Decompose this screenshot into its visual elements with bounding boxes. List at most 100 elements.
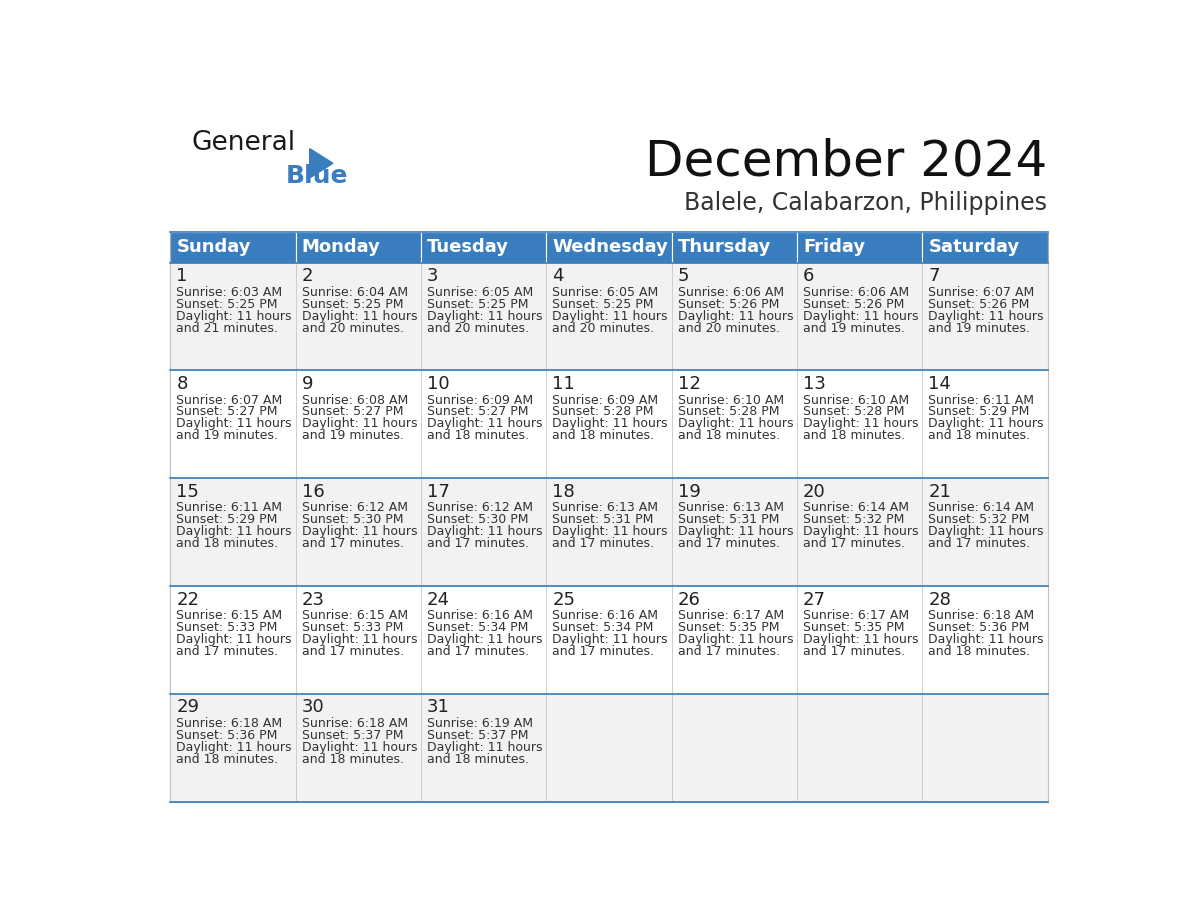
- Bar: [296, 694, 421, 801]
- Text: Sunset: 5:25 PM: Sunset: 5:25 PM: [426, 297, 529, 310]
- Text: and 18 minutes.: and 18 minutes.: [552, 430, 655, 442]
- Text: and 17 minutes.: and 17 minutes.: [803, 645, 905, 658]
- Text: Sunset: 5:28 PM: Sunset: 5:28 PM: [552, 406, 653, 419]
- Text: Saturday: Saturday: [928, 238, 1019, 256]
- Text: 13: 13: [803, 375, 826, 393]
- Text: 12: 12: [677, 375, 701, 393]
- Bar: [296, 586, 421, 694]
- Text: Sunrise: 6:09 AM: Sunrise: 6:09 AM: [552, 394, 658, 407]
- Text: Sunset: 5:32 PM: Sunset: 5:32 PM: [803, 513, 904, 526]
- Text: 2: 2: [302, 267, 314, 285]
- Text: Wednesday: Wednesday: [552, 238, 669, 256]
- Text: Daylight: 11 hours: Daylight: 11 hours: [552, 525, 668, 538]
- Text: 14: 14: [928, 375, 952, 393]
- Bar: [797, 232, 922, 263]
- Text: Sunset: 5:29 PM: Sunset: 5:29 PM: [176, 513, 278, 526]
- Text: Sunrise: 6:16 AM: Sunrise: 6:16 AM: [552, 610, 658, 622]
- Text: Sunrise: 6:18 AM: Sunrise: 6:18 AM: [928, 610, 1035, 622]
- Text: and 19 minutes.: and 19 minutes.: [803, 321, 905, 334]
- Text: Sunset: 5:28 PM: Sunset: 5:28 PM: [677, 406, 779, 419]
- Text: Daylight: 11 hours: Daylight: 11 hours: [176, 309, 292, 322]
- Text: Sunset: 5:37 PM: Sunset: 5:37 PM: [426, 729, 529, 742]
- Bar: [671, 586, 797, 694]
- Text: Sunset: 5:31 PM: Sunset: 5:31 PM: [552, 513, 653, 526]
- Text: 22: 22: [176, 590, 200, 609]
- Text: Sunset: 5:37 PM: Sunset: 5:37 PM: [302, 729, 403, 742]
- Text: Sunrise: 6:13 AM: Sunrise: 6:13 AM: [677, 501, 784, 514]
- Text: 6: 6: [803, 267, 815, 285]
- Text: Daylight: 11 hours: Daylight: 11 hours: [426, 741, 543, 754]
- Text: 26: 26: [677, 590, 701, 609]
- Text: 8: 8: [176, 375, 188, 393]
- Text: Sunset: 5:27 PM: Sunset: 5:27 PM: [302, 406, 403, 419]
- Bar: [170, 694, 296, 801]
- Text: Friday: Friday: [803, 238, 865, 256]
- Text: and 18 minutes.: and 18 minutes.: [803, 430, 905, 442]
- Text: 18: 18: [552, 483, 575, 501]
- Text: Daylight: 11 hours: Daylight: 11 hours: [928, 418, 1044, 431]
- Text: and 18 minutes.: and 18 minutes.: [426, 753, 529, 766]
- Text: 3: 3: [426, 267, 438, 285]
- Bar: [421, 232, 546, 263]
- Bar: [170, 478, 296, 586]
- Bar: [546, 694, 671, 801]
- Text: Daylight: 11 hours: Daylight: 11 hours: [176, 741, 292, 754]
- Bar: [797, 694, 922, 801]
- Text: and 17 minutes.: and 17 minutes.: [176, 645, 278, 658]
- Text: 28: 28: [928, 590, 952, 609]
- Text: Daylight: 11 hours: Daylight: 11 hours: [176, 418, 292, 431]
- Text: Sunset: 5:29 PM: Sunset: 5:29 PM: [928, 406, 1030, 419]
- Text: 9: 9: [302, 375, 314, 393]
- Text: Daylight: 11 hours: Daylight: 11 hours: [302, 741, 417, 754]
- Bar: [296, 371, 421, 478]
- Text: and 20 minutes.: and 20 minutes.: [552, 321, 655, 334]
- Bar: [546, 478, 671, 586]
- Text: and 20 minutes.: and 20 minutes.: [426, 321, 529, 334]
- Text: and 19 minutes.: and 19 minutes.: [928, 321, 1030, 334]
- Text: and 20 minutes.: and 20 minutes.: [677, 321, 779, 334]
- Text: Sunset: 5:27 PM: Sunset: 5:27 PM: [426, 406, 529, 419]
- Text: Sunset: 5:31 PM: Sunset: 5:31 PM: [677, 513, 779, 526]
- Text: and 21 minutes.: and 21 minutes.: [176, 321, 278, 334]
- Bar: [421, 694, 546, 801]
- Text: Sunrise: 6:06 AM: Sunrise: 6:06 AM: [677, 285, 784, 298]
- Text: Daylight: 11 hours: Daylight: 11 hours: [928, 633, 1044, 646]
- Text: 5: 5: [677, 267, 689, 285]
- Text: Balele, Calabarzon, Philippines: Balele, Calabarzon, Philippines: [684, 191, 1048, 215]
- Bar: [421, 586, 546, 694]
- Text: Daylight: 11 hours: Daylight: 11 hours: [677, 525, 794, 538]
- Text: and 17 minutes.: and 17 minutes.: [928, 537, 1030, 550]
- Text: and 17 minutes.: and 17 minutes.: [302, 645, 404, 658]
- Bar: [671, 694, 797, 801]
- Text: and 18 minutes.: and 18 minutes.: [426, 430, 529, 442]
- Text: Sunrise: 6:17 AM: Sunrise: 6:17 AM: [677, 610, 784, 622]
- Text: 25: 25: [552, 590, 575, 609]
- Text: Daylight: 11 hours: Daylight: 11 hours: [426, 309, 543, 322]
- Text: Thursday: Thursday: [677, 238, 771, 256]
- Text: and 18 minutes.: and 18 minutes.: [677, 430, 779, 442]
- Text: Daylight: 11 hours: Daylight: 11 hours: [426, 418, 543, 431]
- Text: Sunrise: 6:07 AM: Sunrise: 6:07 AM: [928, 285, 1035, 298]
- Text: Daylight: 11 hours: Daylight: 11 hours: [677, 418, 794, 431]
- Text: 31: 31: [426, 699, 450, 716]
- Text: Sunrise: 6:15 AM: Sunrise: 6:15 AM: [176, 610, 283, 622]
- Text: Daylight: 11 hours: Daylight: 11 hours: [552, 309, 668, 322]
- Bar: [797, 586, 922, 694]
- Bar: [421, 263, 546, 371]
- Text: Sunrise: 6:08 AM: Sunrise: 6:08 AM: [302, 394, 407, 407]
- Text: 27: 27: [803, 590, 826, 609]
- Bar: [922, 371, 1048, 478]
- Text: and 18 minutes.: and 18 minutes.: [302, 753, 404, 766]
- Text: Sunset: 5:26 PM: Sunset: 5:26 PM: [803, 297, 904, 310]
- Bar: [296, 263, 421, 371]
- Text: Sunset: 5:33 PM: Sunset: 5:33 PM: [176, 621, 278, 634]
- Text: and 19 minutes.: and 19 minutes.: [176, 430, 278, 442]
- Text: Sunset: 5:28 PM: Sunset: 5:28 PM: [803, 406, 904, 419]
- Text: Daylight: 11 hours: Daylight: 11 hours: [302, 633, 417, 646]
- Text: Daylight: 11 hours: Daylight: 11 hours: [928, 525, 1044, 538]
- Text: Daylight: 11 hours: Daylight: 11 hours: [677, 309, 794, 322]
- Text: Sunrise: 6:03 AM: Sunrise: 6:03 AM: [176, 285, 283, 298]
- Bar: [922, 586, 1048, 694]
- Text: Sunrise: 6:12 AM: Sunrise: 6:12 AM: [302, 501, 407, 514]
- Text: December 2024: December 2024: [645, 137, 1048, 185]
